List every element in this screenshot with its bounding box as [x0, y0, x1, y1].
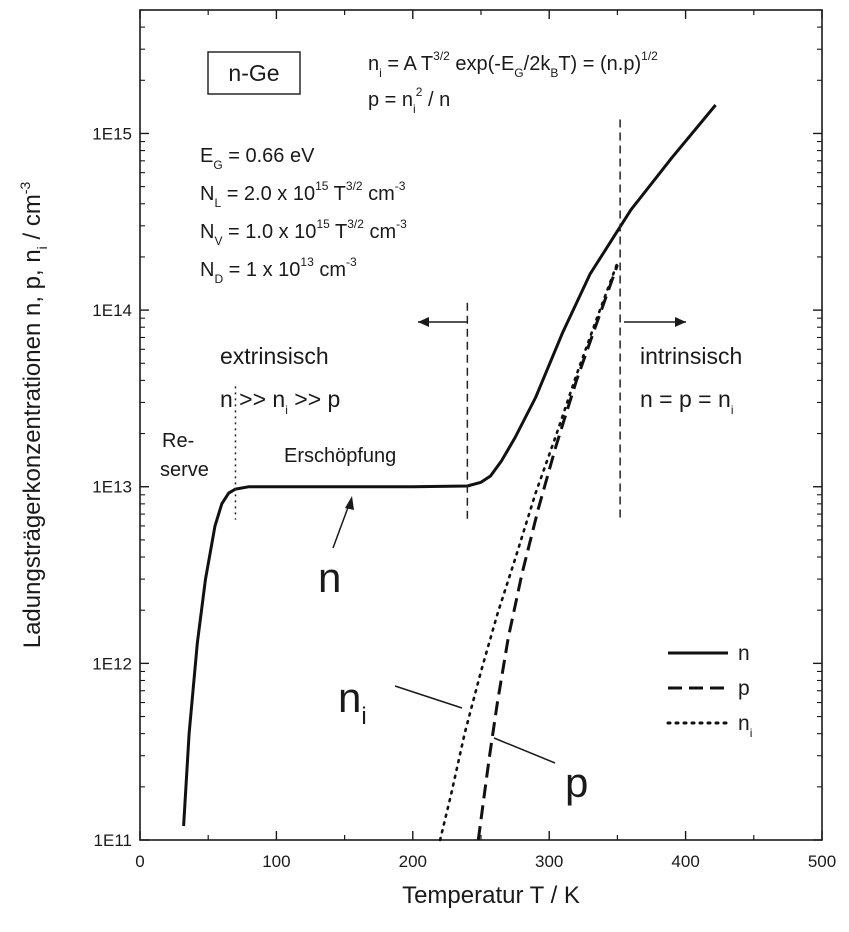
material-box [207, 51, 301, 95]
series-ni-line [438, 261, 619, 842]
curve-label-n: n [318, 554, 341, 601]
param-line: NL = 2.0 x 1015 T3/2 cm-3 [200, 179, 406, 210]
y-tick-label: 1E11 [94, 831, 132, 850]
reserve-label-2: serve [160, 459, 209, 481]
pointer-n-head [345, 496, 354, 510]
extrinsic-relation: n >> ni >> p [220, 386, 340, 417]
axes: 0 100 200 300 400 500 1E11 1E12 1E13 1E14 1E15 Temp… [17, 9, 836, 909]
y-tick-label: 1E12 [92, 654, 132, 673]
param-line: NV = 1.0 x 1015 T3/2 cm-3 [200, 217, 407, 248]
pointer-n [332, 501, 351, 549]
plot-frame [139, 9, 823, 841]
intrinsic-arrow-head [675, 317, 686, 327]
param-line: ND = 1 x 1013 cm-3 [200, 255, 357, 286]
y-tick-label: 1E13 [92, 478, 132, 497]
extrinsic-arrow-head [418, 317, 429, 327]
x-tick-label: 500 [808, 852, 836, 871]
pointer-p [493, 737, 556, 764]
y-axis-title: Ladungsträgerkonzentrationen n, p, ni / … [17, 182, 50, 649]
formula-p: p = ni2 / n [368, 85, 450, 116]
legend-label: ni [738, 712, 752, 740]
curve-label-ni: ni [338, 674, 367, 730]
x-axis-title: Temperatur T / K [402, 882, 580, 909]
annotations-group: n-Ge ni = A T3/2 exp(-EG/2kBT) = (n.p)1/2… [160, 49, 752, 806]
x-tick-label: 100 [262, 852, 290, 871]
x-tick-label: 400 [671, 852, 699, 871]
material-label: n-Ge [228, 60, 279, 86]
intrinsic-relation: n = p = ni [640, 386, 733, 417]
extrinsic-title: extrinsisch [220, 343, 329, 369]
exhaustion-label: Erschöpfung [284, 445, 396, 467]
formula-ni: ni = A T3/2 exp(-EG/2kBT) = (n.p)1/2 [368, 49, 658, 80]
intrinsic-title: intrinsisch [640, 343, 742, 369]
y-tick-label: 1E14 [92, 301, 132, 320]
y-tick-label: 1E15 [92, 124, 132, 143]
x-tick-label: 0 [135, 852, 144, 871]
x-tick-label: 300 [535, 852, 563, 871]
series-n-line [182, 104, 717, 827]
x-tick-label: 200 [399, 852, 427, 871]
legend-label: p [738, 677, 750, 700]
pointer-ni [394, 685, 463, 709]
series-group [182, 104, 717, 842]
series-p-line [476, 264, 619, 841]
curve-label-p: p [565, 759, 588, 806]
legend-label: n [738, 642, 750, 665]
reserve-label-1: Re- [162, 430, 194, 452]
param-line: EG = 0.66 eV [200, 145, 315, 172]
